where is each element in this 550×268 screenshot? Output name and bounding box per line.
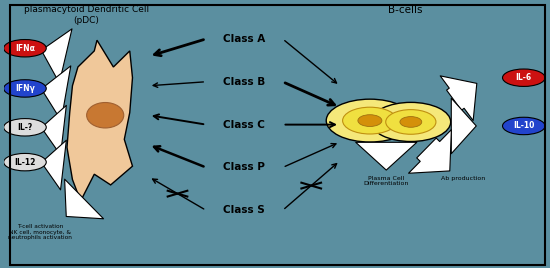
Text: Class C: Class C bbox=[223, 120, 265, 130]
Circle shape bbox=[358, 115, 382, 126]
Ellipse shape bbox=[4, 153, 46, 171]
Text: IFNγ: IFNγ bbox=[15, 84, 35, 93]
Ellipse shape bbox=[4, 118, 46, 136]
Ellipse shape bbox=[503, 69, 545, 86]
Circle shape bbox=[371, 102, 450, 142]
Text: Class S: Class S bbox=[223, 205, 265, 215]
Ellipse shape bbox=[503, 117, 545, 135]
Text: IL-10: IL-10 bbox=[513, 121, 535, 131]
Circle shape bbox=[326, 99, 414, 142]
Text: Ab production: Ab production bbox=[441, 176, 485, 181]
Text: Plasma Cell
Differentiation: Plasma Cell Differentiation bbox=[364, 176, 409, 186]
Text: Class P: Class P bbox=[223, 162, 265, 173]
Circle shape bbox=[386, 110, 436, 134]
Ellipse shape bbox=[87, 102, 124, 128]
Circle shape bbox=[343, 107, 397, 134]
Ellipse shape bbox=[4, 80, 46, 97]
Text: IL-12: IL-12 bbox=[14, 158, 36, 167]
Text: IL-?: IL-? bbox=[18, 123, 32, 132]
Circle shape bbox=[400, 117, 422, 127]
Text: IL-6: IL-6 bbox=[516, 73, 532, 82]
Polygon shape bbox=[67, 40, 133, 201]
Text: plasmacytoid Dendritic Cell
(pDC): plasmacytoid Dendritic Cell (pDC) bbox=[24, 5, 149, 25]
Text: Class B: Class B bbox=[223, 77, 266, 87]
Ellipse shape bbox=[4, 39, 46, 57]
Text: Class A: Class A bbox=[223, 34, 266, 44]
Text: IFNα: IFNα bbox=[15, 44, 35, 53]
Text: B-cells: B-cells bbox=[388, 5, 422, 15]
Text: T-cell activation
NK cell, monocyte, &
neutrophils activation: T-cell activation NK cell, monocyte, & n… bbox=[8, 224, 72, 240]
